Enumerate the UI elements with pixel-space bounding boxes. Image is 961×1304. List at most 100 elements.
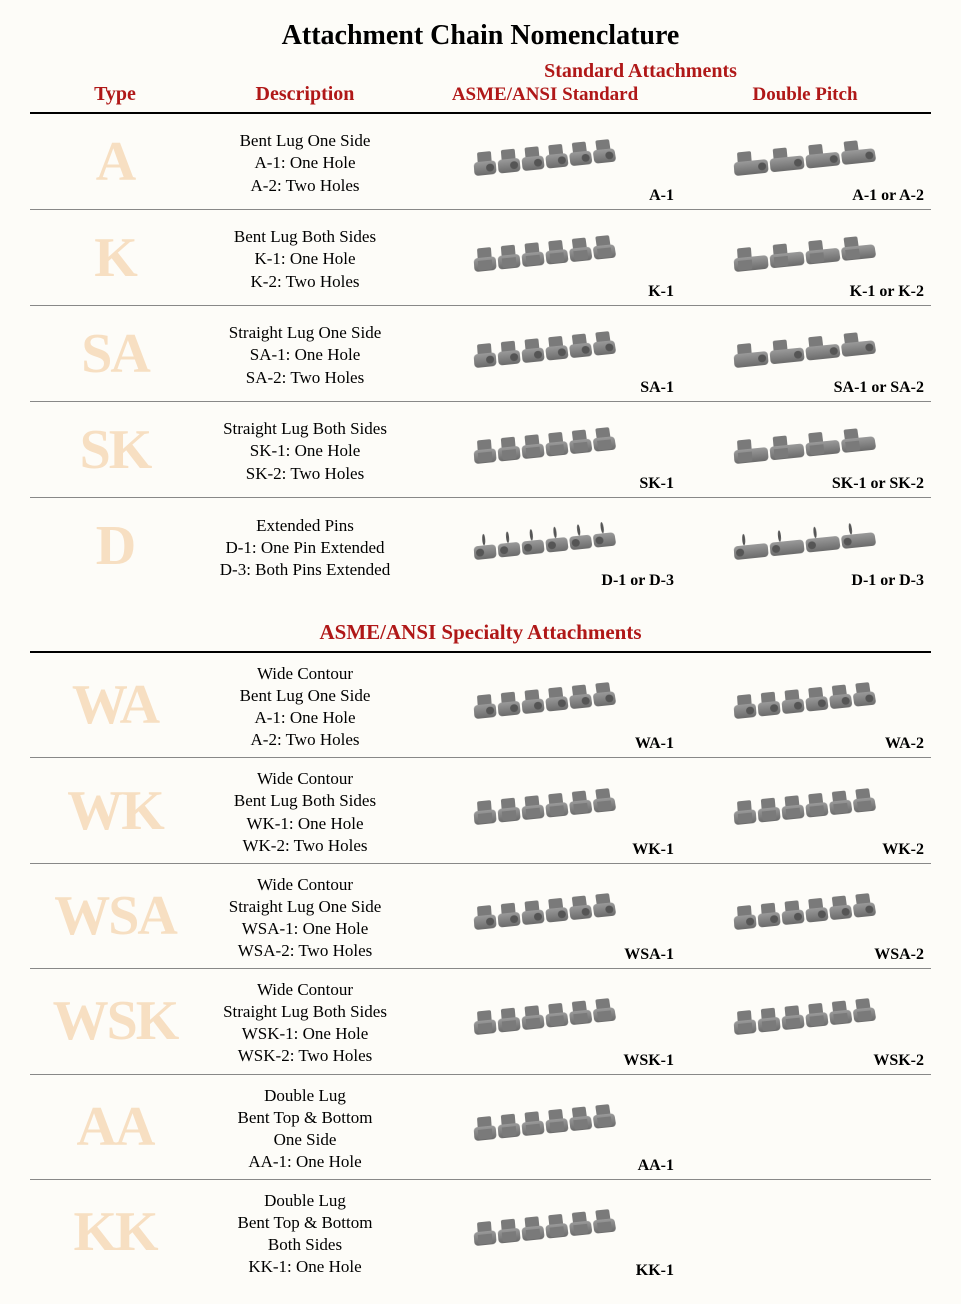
page-title: Attachment Chain Nomenclature xyxy=(30,20,931,52)
image-label: D-1 or D-3 xyxy=(601,572,674,590)
chain-image-double-pitch: WSK-2 xyxy=(680,969,930,1073)
header-asme-standard: ASME/ANSI Standard xyxy=(410,84,680,106)
description-line: WSK-2: Two Holes xyxy=(204,1045,406,1067)
section2-rows: WAWide ContourBent Lug One SideA-1: One … xyxy=(30,653,931,1284)
description-line: D-1: One Pin Extended xyxy=(204,537,406,559)
type-letter: SA xyxy=(30,306,200,401)
description-cell: Straight Lug Both SidesSK-1: One HoleSK-… xyxy=(200,402,410,497)
type-letter: AA xyxy=(30,1075,200,1179)
chain-image-double-pitch: WA-2 xyxy=(680,653,930,757)
image-label: WA-2 xyxy=(885,735,924,753)
table-row: WKWide ContourBent Lug Both SidesWK-1: O… xyxy=(30,758,931,863)
image-label: A-1 xyxy=(649,187,674,205)
table-row: WSAWide ContourStraight Lug One SideWSA-… xyxy=(30,864,931,969)
chain-image-standard: WSK-1 xyxy=(410,969,680,1073)
description-line: K-1: One Hole xyxy=(204,248,406,270)
description-line: Wide Contour xyxy=(204,663,406,685)
description-line: KK-1: One Hole xyxy=(204,1256,406,1278)
chain-image-standard: A-1 xyxy=(410,114,680,209)
table-row: SKStraight Lug Both SidesSK-1: One HoleS… xyxy=(30,402,931,498)
image-label: K-1 or K-2 xyxy=(850,283,924,301)
description-cell: Wide ContourBent Lug One SideA-1: One Ho… xyxy=(200,653,410,757)
description-line: Straight Lug One Side xyxy=(204,896,406,918)
image-label: K-1 xyxy=(648,283,674,301)
image-label: WSA-1 xyxy=(624,946,674,964)
chain-image-standard: KK-1 xyxy=(410,1180,680,1284)
image-label: D-1 or D-3 xyxy=(851,572,924,590)
type-letter: WSA xyxy=(30,864,200,968)
column-headers: Type Description ASME/ANSI Standard Doub… xyxy=(30,83,931,110)
type-letter: WSK xyxy=(30,969,200,1073)
image-label: SA-1 or SA-2 xyxy=(834,379,924,397)
description-line: A-2: Two Holes xyxy=(204,729,406,751)
description-cell: Bent Lug Both SidesK-1: One HoleK-2: Two… xyxy=(200,210,410,305)
description-line: Bent Top & Bottom xyxy=(204,1212,406,1234)
description-line: SA-1: One Hole xyxy=(204,344,406,366)
chain-image-standard: D-1 or D-3 xyxy=(410,498,680,594)
description-cell: Double LugBent Top & BottomBoth SidesKK-… xyxy=(200,1180,410,1284)
image-label: WSK-1 xyxy=(623,1052,674,1070)
description-line: A-1: One Hole xyxy=(204,707,406,729)
page: Attachment Chain Nomenclature Standard A… xyxy=(0,0,961,1304)
chain-image-standard: WA-1 xyxy=(410,653,680,757)
chain-image-double-pitch: SA-1 or SA-2 xyxy=(680,306,930,401)
description-cell: Wide ContourBent Lug Both SidesWK-1: One… xyxy=(200,758,410,862)
image-label: WSA-2 xyxy=(874,946,924,964)
table-row: SAStraight Lug One SideSA-1: One HoleSA-… xyxy=(30,306,931,402)
description-line: Double Lug xyxy=(204,1190,406,1212)
description-cell: Wide ContourStraight Lug One SideWSA-1: … xyxy=(200,864,410,968)
image-label: KK-1 xyxy=(636,1262,674,1280)
description-line: Bent Lug One Side xyxy=(204,685,406,707)
description-line: Bent Lug One Side xyxy=(204,130,406,152)
description-line: Extended Pins xyxy=(204,515,406,537)
description-line: SK-1: One Hole xyxy=(204,440,406,462)
chain-image-standard: SA-1 xyxy=(410,306,680,401)
table-row: WSKWide ContourStraight Lug Both SidesWS… xyxy=(30,969,931,1074)
chain-image-standard: WSA-1 xyxy=(410,864,680,968)
description-cell: Extended PinsD-1: One Pin ExtendedD-3: B… xyxy=(200,498,410,594)
description-line: WSK-1: One Hole xyxy=(204,1023,406,1045)
chain-image-double-pitch: A-1 or A-2 xyxy=(680,114,930,209)
image-label: WK-1 xyxy=(632,841,674,859)
description-line: A-2: Two Holes xyxy=(204,175,406,197)
description-line: Straight Lug Both Sides xyxy=(204,418,406,440)
description-line: K-2: Two Holes xyxy=(204,271,406,293)
header-double-pitch: Double Pitch xyxy=(680,84,930,106)
type-letter: D xyxy=(30,498,200,594)
type-letter: WA xyxy=(30,653,200,757)
chain-image-standard: K-1 xyxy=(410,210,680,305)
chain-image-standard: AA-1 xyxy=(410,1075,680,1179)
description-line: Both Sides xyxy=(204,1234,406,1256)
chain-image-double-pitch: K-1 or K-2 xyxy=(680,210,930,305)
description-line: SK-2: Two Holes xyxy=(204,463,406,485)
image-label: SK-1 or SK-2 xyxy=(832,475,924,493)
image-label: WA-1 xyxy=(635,735,674,753)
description-line: D-3: Both Pins Extended xyxy=(204,559,406,581)
description-cell: Double LugBent Top & BottomOne SideAA-1:… xyxy=(200,1075,410,1179)
header-description: Description xyxy=(200,83,410,106)
description-line: Straight Lug Both Sides xyxy=(204,1001,406,1023)
image-label: WSK-2 xyxy=(873,1052,924,1070)
header-type: Type xyxy=(30,83,200,106)
description-line: WK-2: Two Holes xyxy=(204,835,406,857)
description-line: WSA-1: One Hole xyxy=(204,918,406,940)
description-cell: Straight Lug One SideSA-1: One HoleSA-2:… xyxy=(200,306,410,401)
chain-image-standard: SK-1 xyxy=(410,402,680,497)
image-label: AA-1 xyxy=(638,1157,674,1175)
standard-attachments-header: Standard Attachments xyxy=(350,60,931,83)
description-line: Double Lug xyxy=(204,1085,406,1107)
chain-image-double-pitch: D-1 or D-3 xyxy=(680,498,930,594)
table-row: KBent Lug Both SidesK-1: One HoleK-2: Tw… xyxy=(30,210,931,306)
section2-title: ASME/ANSI Specialty Attachments xyxy=(30,620,931,645)
description-line: Bent Top & Bottom xyxy=(204,1107,406,1129)
image-label: WK-2 xyxy=(882,841,924,859)
description-line: Straight Lug One Side xyxy=(204,322,406,344)
description-line: WK-1: One Hole xyxy=(204,813,406,835)
image-label: SA-1 xyxy=(640,379,674,397)
type-letter: K xyxy=(30,210,200,305)
description-line: One Side xyxy=(204,1129,406,1151)
chain-image-double-pitch: WSA-2 xyxy=(680,864,930,968)
description-cell: Wide ContourStraight Lug Both SidesWSK-1… xyxy=(200,969,410,1073)
description-cell: Bent Lug One SideA-1: One HoleA-2: Two H… xyxy=(200,114,410,209)
description-line: SA-2: Two Holes xyxy=(204,367,406,389)
